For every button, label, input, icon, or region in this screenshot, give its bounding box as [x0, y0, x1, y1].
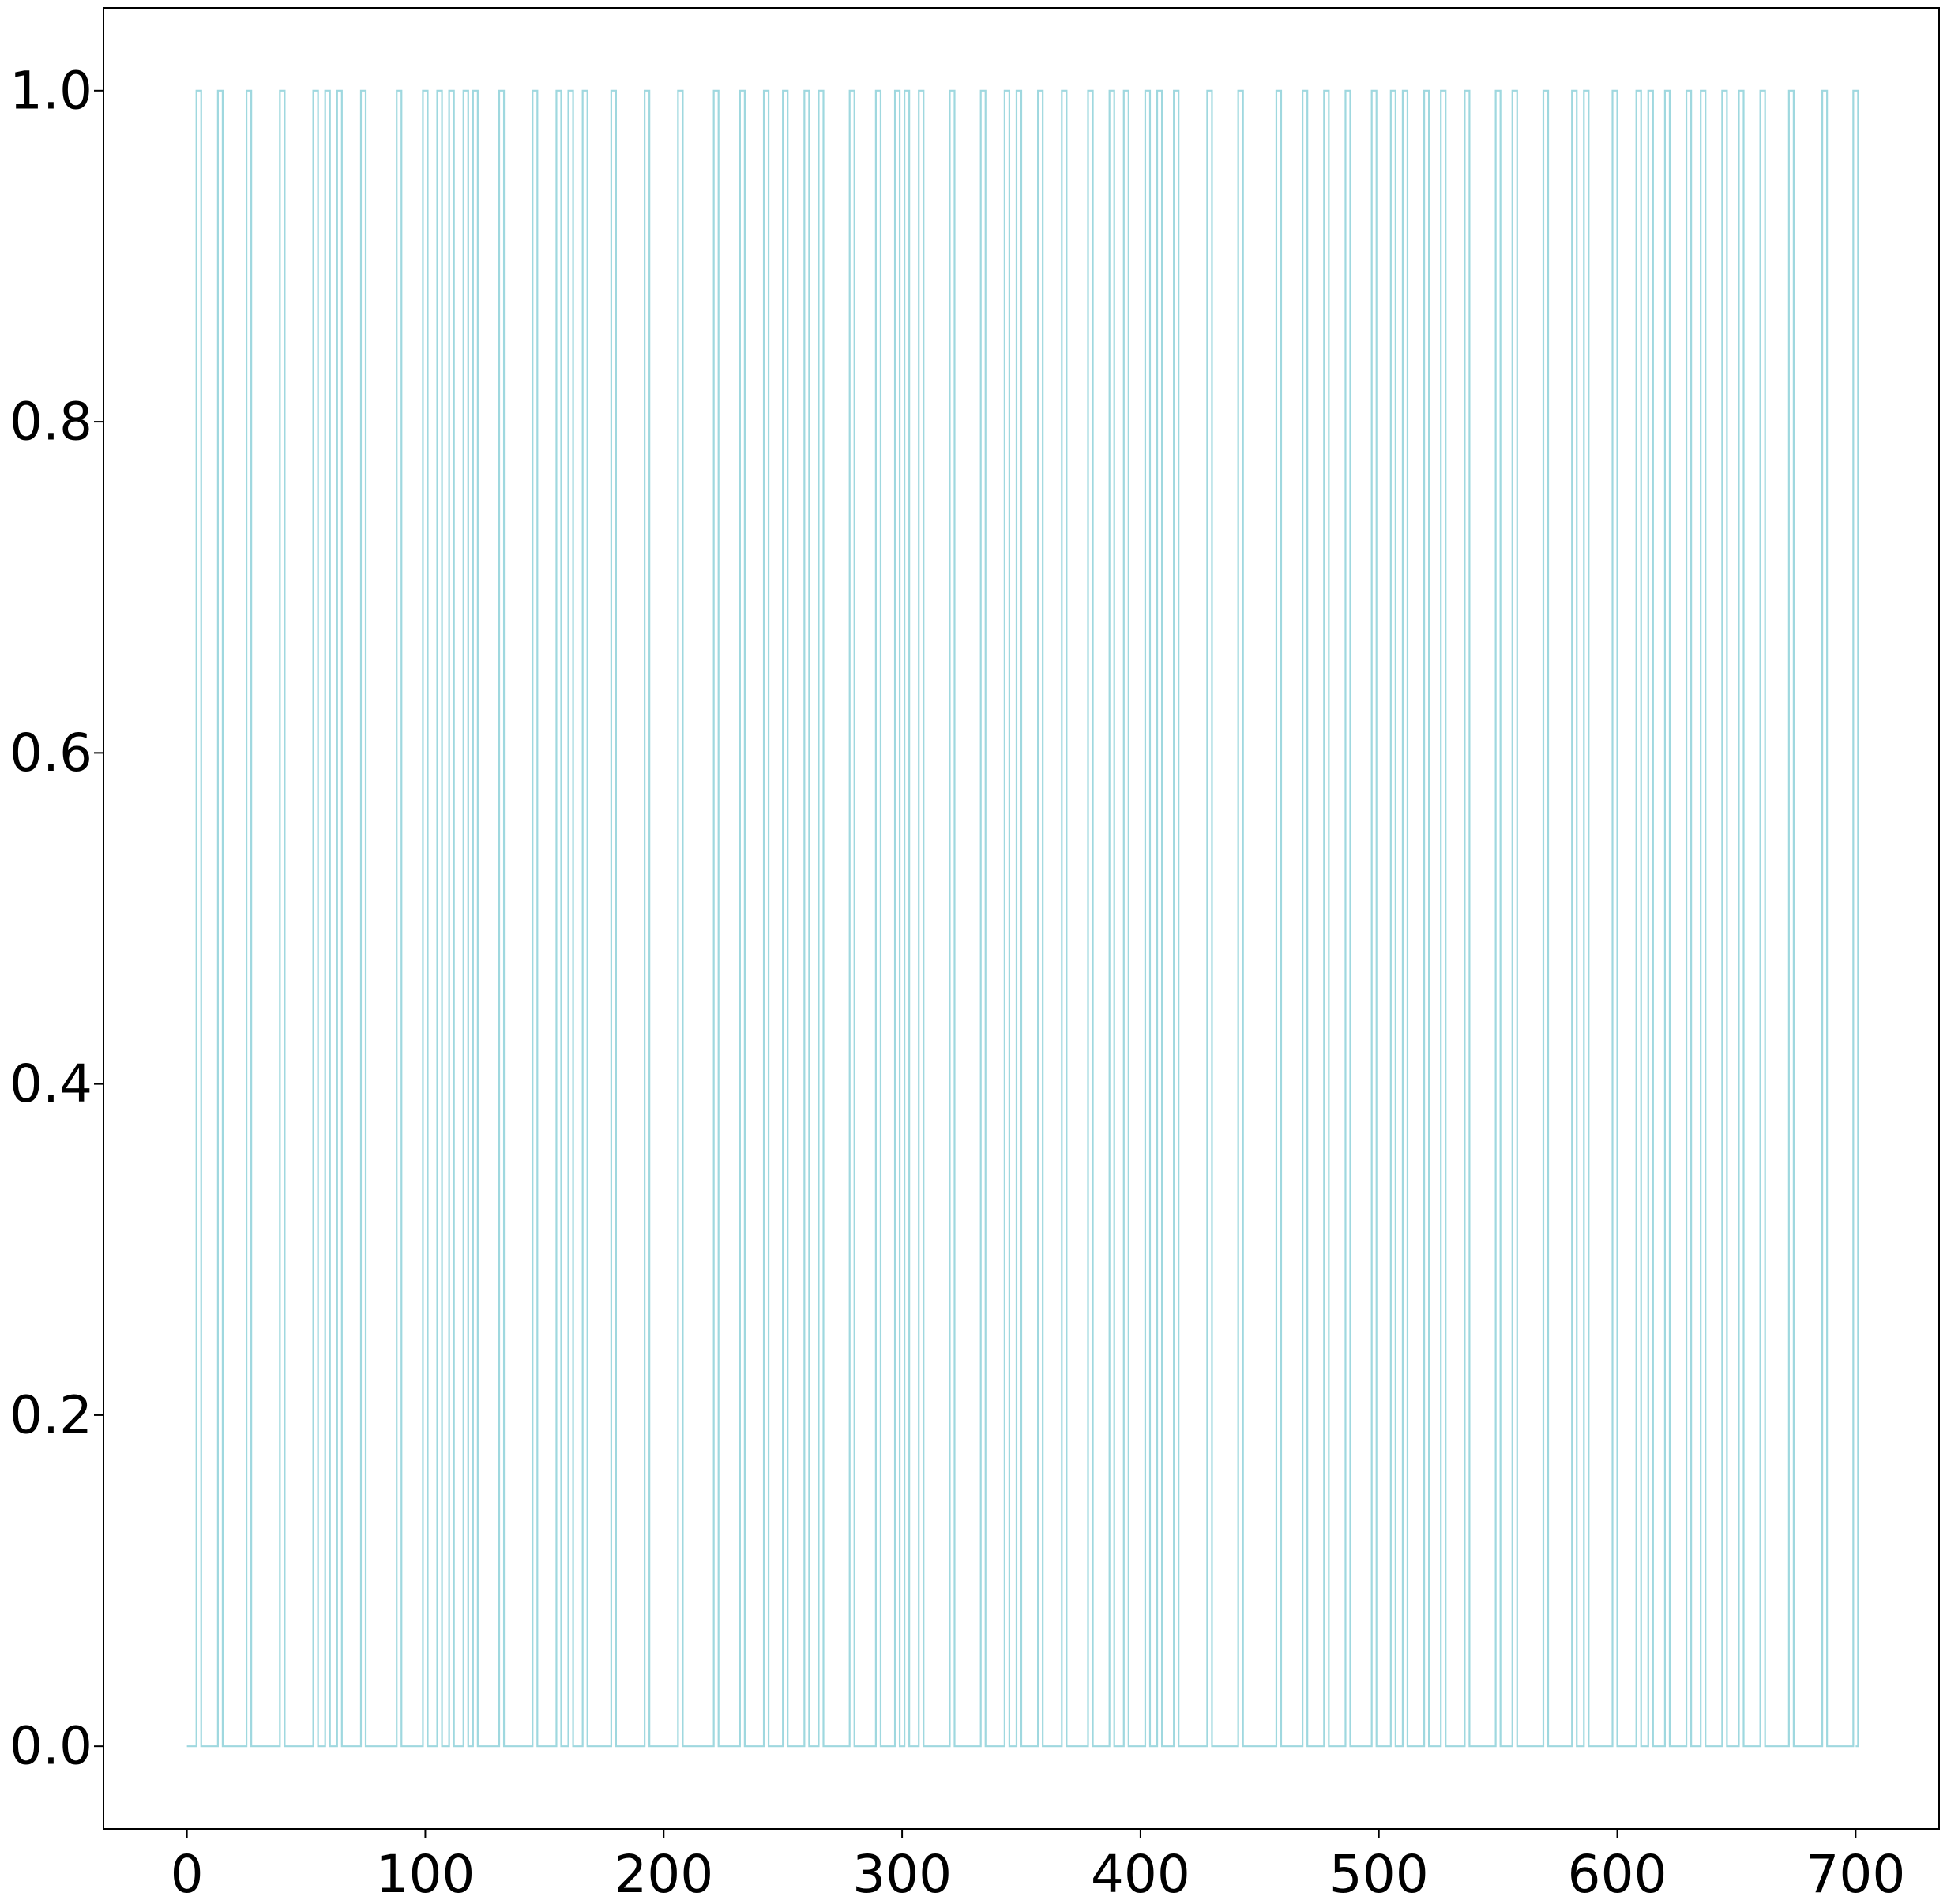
- x-tick-label: 200: [614, 1844, 713, 1900]
- series-layer: [186, 89, 1859, 1748]
- y-tick-label: 1.0: [9, 60, 92, 121]
- series-line-0: [186, 89, 1859, 1748]
- y-tick-label: 0.4: [9, 1053, 92, 1114]
- y-tick-label: 0.6: [9, 723, 92, 783]
- x-tick-label: 600: [1568, 1844, 1667, 1900]
- x-tick-label: 100: [375, 1844, 475, 1900]
- x-tick-label: 700: [1806, 1844, 1905, 1900]
- x-tick-label: 300: [852, 1844, 952, 1900]
- y-tick-label: 0.8: [9, 392, 92, 453]
- x-tick-label: 500: [1329, 1844, 1429, 1900]
- y-axis: 0.0 0.2 0.4 0.6 0.8 1.0: [9, 60, 103, 1777]
- x-tick-label: 0: [171, 1844, 204, 1900]
- x-tick-label: 400: [1091, 1844, 1190, 1900]
- y-tick-label: 0.0: [9, 1716, 92, 1777]
- y-tick-label: 0.2: [9, 1384, 92, 1445]
- x-axis: 0 100 200 300 400 500 600 700: [171, 1829, 1905, 1904]
